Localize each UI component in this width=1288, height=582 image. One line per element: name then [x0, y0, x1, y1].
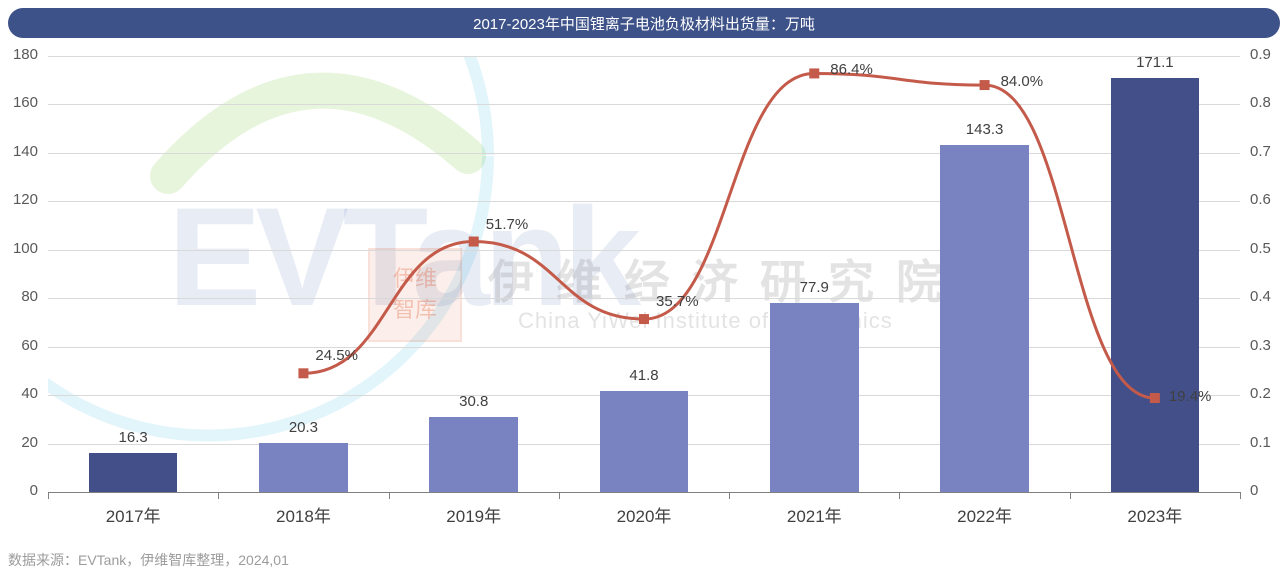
line-series-layer: [48, 56, 1240, 492]
x-category-label: 2018年: [276, 502, 331, 527]
line-marker: [639, 314, 649, 324]
y-left-tick: 120: [13, 191, 38, 208]
y-left-tick: 180: [13, 46, 38, 63]
chart-title-bar: 2017-2023年中国锂离子电池负极材料出货量：万吨: [8, 8, 1280, 38]
growth-line: [303, 73, 1154, 398]
x-tick-mark: [559, 492, 560, 499]
line-value-label: 51.7%: [486, 216, 529, 233]
y-left-tick: 160: [13, 94, 38, 111]
x-category-label: 2019年: [446, 502, 501, 527]
y-right-tick: 0.8: [1250, 94, 1271, 111]
plot-area: EVTank伊维智库伊维经济研究院China YiWei Institute o…: [48, 56, 1240, 492]
x-tick-mark: [389, 492, 390, 499]
y-left-tick: 20: [21, 434, 38, 451]
source-attribution: 数据来源：EVTank，伊维智库整理，2024,01: [8, 550, 289, 570]
chart-title: 2017-2023年中国锂离子电池负极材料出货量：万吨: [473, 13, 815, 34]
y-right-tick: 0: [1250, 482, 1258, 499]
line-value-label: 19.4%: [1169, 388, 1212, 405]
line-marker: [980, 80, 990, 90]
x-category-label: 2021年: [787, 502, 842, 527]
y-left-tick: 80: [21, 288, 38, 305]
line-value-label: 86.4%: [830, 61, 873, 78]
x-category-label: 2022年: [957, 502, 1012, 527]
line-marker: [469, 237, 479, 247]
y-right-tick: 0.6: [1250, 191, 1271, 208]
line-value-label: 35.7%: [656, 293, 699, 310]
line-value-label: 84.0%: [1001, 73, 1044, 90]
y-left-tick: 100: [13, 240, 38, 257]
line-marker: [1150, 393, 1160, 403]
line-marker: [298, 368, 308, 378]
y-right-tick: 0.2: [1250, 385, 1271, 402]
line-marker: [809, 68, 819, 78]
line-value-label: 24.5%: [315, 347, 358, 364]
x-tick-mark: [729, 492, 730, 499]
y-right-tick: 0.1: [1250, 434, 1271, 451]
y-right-tick: 0.9: [1250, 46, 1271, 63]
y-left-tick: 0: [30, 482, 38, 499]
y-right-tick: 0.5: [1250, 240, 1271, 257]
x-tick-mark: [48, 492, 49, 499]
x-axis-line: [48, 492, 1240, 493]
y-left-tick: 40: [21, 385, 38, 402]
y-right-tick: 0.3: [1250, 337, 1271, 354]
x-tick-mark: [1070, 492, 1071, 499]
y-left-tick: 140: [13, 143, 38, 160]
y-right-tick: 0.4: [1250, 288, 1271, 305]
y-left-tick: 60: [21, 337, 38, 354]
x-category-label: 2023年: [1127, 502, 1182, 527]
x-category-label: 2017年: [106, 502, 161, 527]
x-tick-mark: [1240, 492, 1241, 499]
y-right-tick: 0.7: [1250, 143, 1271, 160]
x-tick-mark: [218, 492, 219, 499]
x-category-label: 2020年: [617, 502, 672, 527]
x-tick-mark: [899, 492, 900, 499]
